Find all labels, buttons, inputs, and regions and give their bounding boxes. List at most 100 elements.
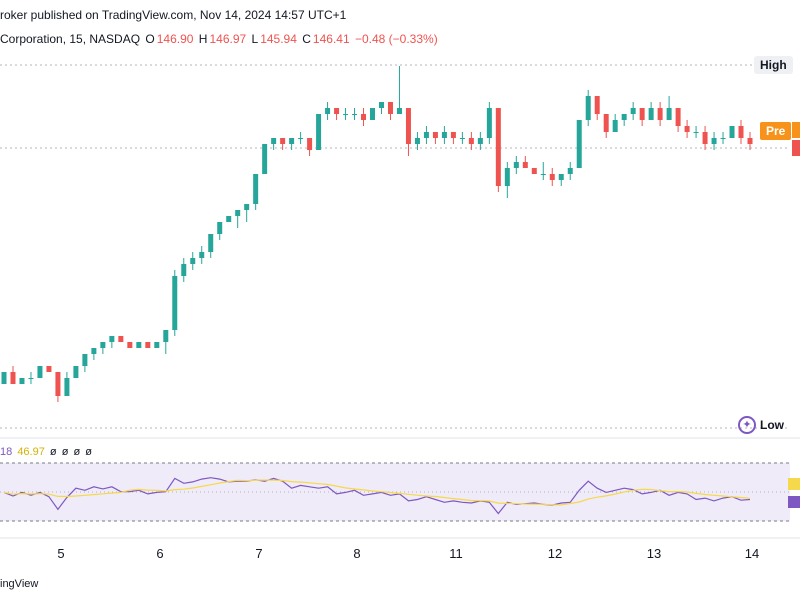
candle: [325, 102, 331, 120]
candle: [666, 96, 672, 120]
high-price-tag[interactable]: High: [754, 56, 793, 74]
candle: [181, 258, 187, 282]
low-price-tag[interactable]: ✦ Low: [738, 416, 784, 434]
candle: [73, 366, 79, 378]
candle-body: [585, 96, 591, 120]
candle-body: [378, 102, 384, 108]
open-label: O: [145, 32, 155, 46]
candle: [28, 372, 34, 384]
candle: [10, 366, 16, 384]
candle-body: [711, 138, 717, 144]
candle-body: [504, 168, 510, 186]
candle: [387, 102, 393, 120]
candle-body: [64, 378, 70, 396]
candle-body: [181, 264, 187, 276]
candle-body: [334, 108, 340, 114]
candle: [549, 168, 555, 186]
candle-body: [361, 114, 367, 120]
candle-body: [271, 138, 277, 144]
candle-body: [235, 210, 241, 216]
candle: [163, 330, 169, 354]
candle: [253, 174, 259, 210]
symbol-name: Corporation, 15, NASDAQ: [0, 32, 141, 46]
low-label: L: [251, 32, 259, 46]
candle: [639, 108, 645, 126]
candle-body: [244, 204, 250, 210]
candle: [675, 108, 681, 132]
candle-body: [621, 114, 627, 120]
candle-body: [441, 132, 447, 138]
candle: [280, 138, 286, 150]
candle: [747, 132, 753, 150]
candle-body: [639, 108, 645, 120]
candle-body: [316, 114, 322, 150]
candle-body: [91, 348, 97, 354]
candle: [396, 66, 402, 114]
candle: [109, 336, 115, 348]
candle: [459, 132, 465, 144]
x-tick-label: 7: [255, 546, 263, 561]
candle: [37, 366, 43, 378]
candle: [145, 342, 151, 348]
candle-body: [657, 108, 663, 120]
premarket-price-tag[interactable]: Pre: [760, 122, 792, 140]
candle-body: [19, 378, 25, 384]
candle-body: [405, 108, 411, 144]
candle-body: [145, 342, 151, 348]
symbol-legend: Corporation, 15, NASDAQ O 146.90 H 146.97 …: [0, 32, 440, 46]
x-tick-label: 14: [744, 546, 760, 561]
candle-body: [747, 138, 753, 144]
candle: [136, 342, 142, 348]
low-label: Low: [760, 418, 784, 432]
candle-body: [109, 336, 115, 342]
candle: [657, 102, 663, 126]
candle-body: [531, 168, 537, 174]
candle-body: [172, 276, 178, 330]
candle: [217, 222, 223, 240]
candle: [307, 138, 313, 156]
candle-body: [459, 138, 465, 139]
high-value: 146.97: [209, 32, 247, 46]
candle: [244, 204, 250, 222]
candle-body: [226, 216, 232, 222]
candle: [531, 168, 537, 174]
premarket-extra-tag: [792, 122, 800, 138]
candle-body: [432, 132, 438, 138]
rsi-extra-1: ø: [61, 446, 69, 458]
candle-body: [576, 120, 582, 168]
candle: [199, 246, 205, 264]
candle: [316, 114, 322, 150]
candle: [289, 138, 295, 150]
rsi-line: [3, 477, 751, 515]
candle-body: [567, 168, 573, 174]
candle-body: [190, 258, 196, 264]
open-value: 146.90: [156, 32, 194, 46]
candle-body: [154, 342, 160, 348]
candle-body: [693, 132, 699, 133]
candle-body: [594, 96, 600, 114]
candle: [46, 366, 52, 372]
candle-body: [486, 108, 492, 138]
candle: [621, 114, 627, 126]
candle-body: [199, 252, 205, 258]
x-tick-label: 11: [449, 546, 463, 561]
candle-body: [55, 372, 61, 396]
candle: [100, 342, 106, 354]
candle-body: [343, 114, 349, 115]
candle-body: [118, 336, 124, 342]
candle-body: [208, 234, 214, 252]
change-value: −0.48 (−0.33%): [354, 32, 438, 46]
candle: [414, 132, 420, 150]
candle: [118, 336, 124, 342]
candle-body: [37, 366, 43, 378]
candle: [567, 162, 573, 180]
x-tick-label: 5: [57, 546, 65, 561]
candle: [738, 120, 744, 144]
candle-body: [280, 138, 286, 144]
candle: [226, 216, 232, 222]
candle-body: [253, 174, 259, 204]
candle: [585, 90, 591, 126]
rsi-ma-marker: [788, 496, 800, 508]
candle-body: [396, 108, 402, 114]
